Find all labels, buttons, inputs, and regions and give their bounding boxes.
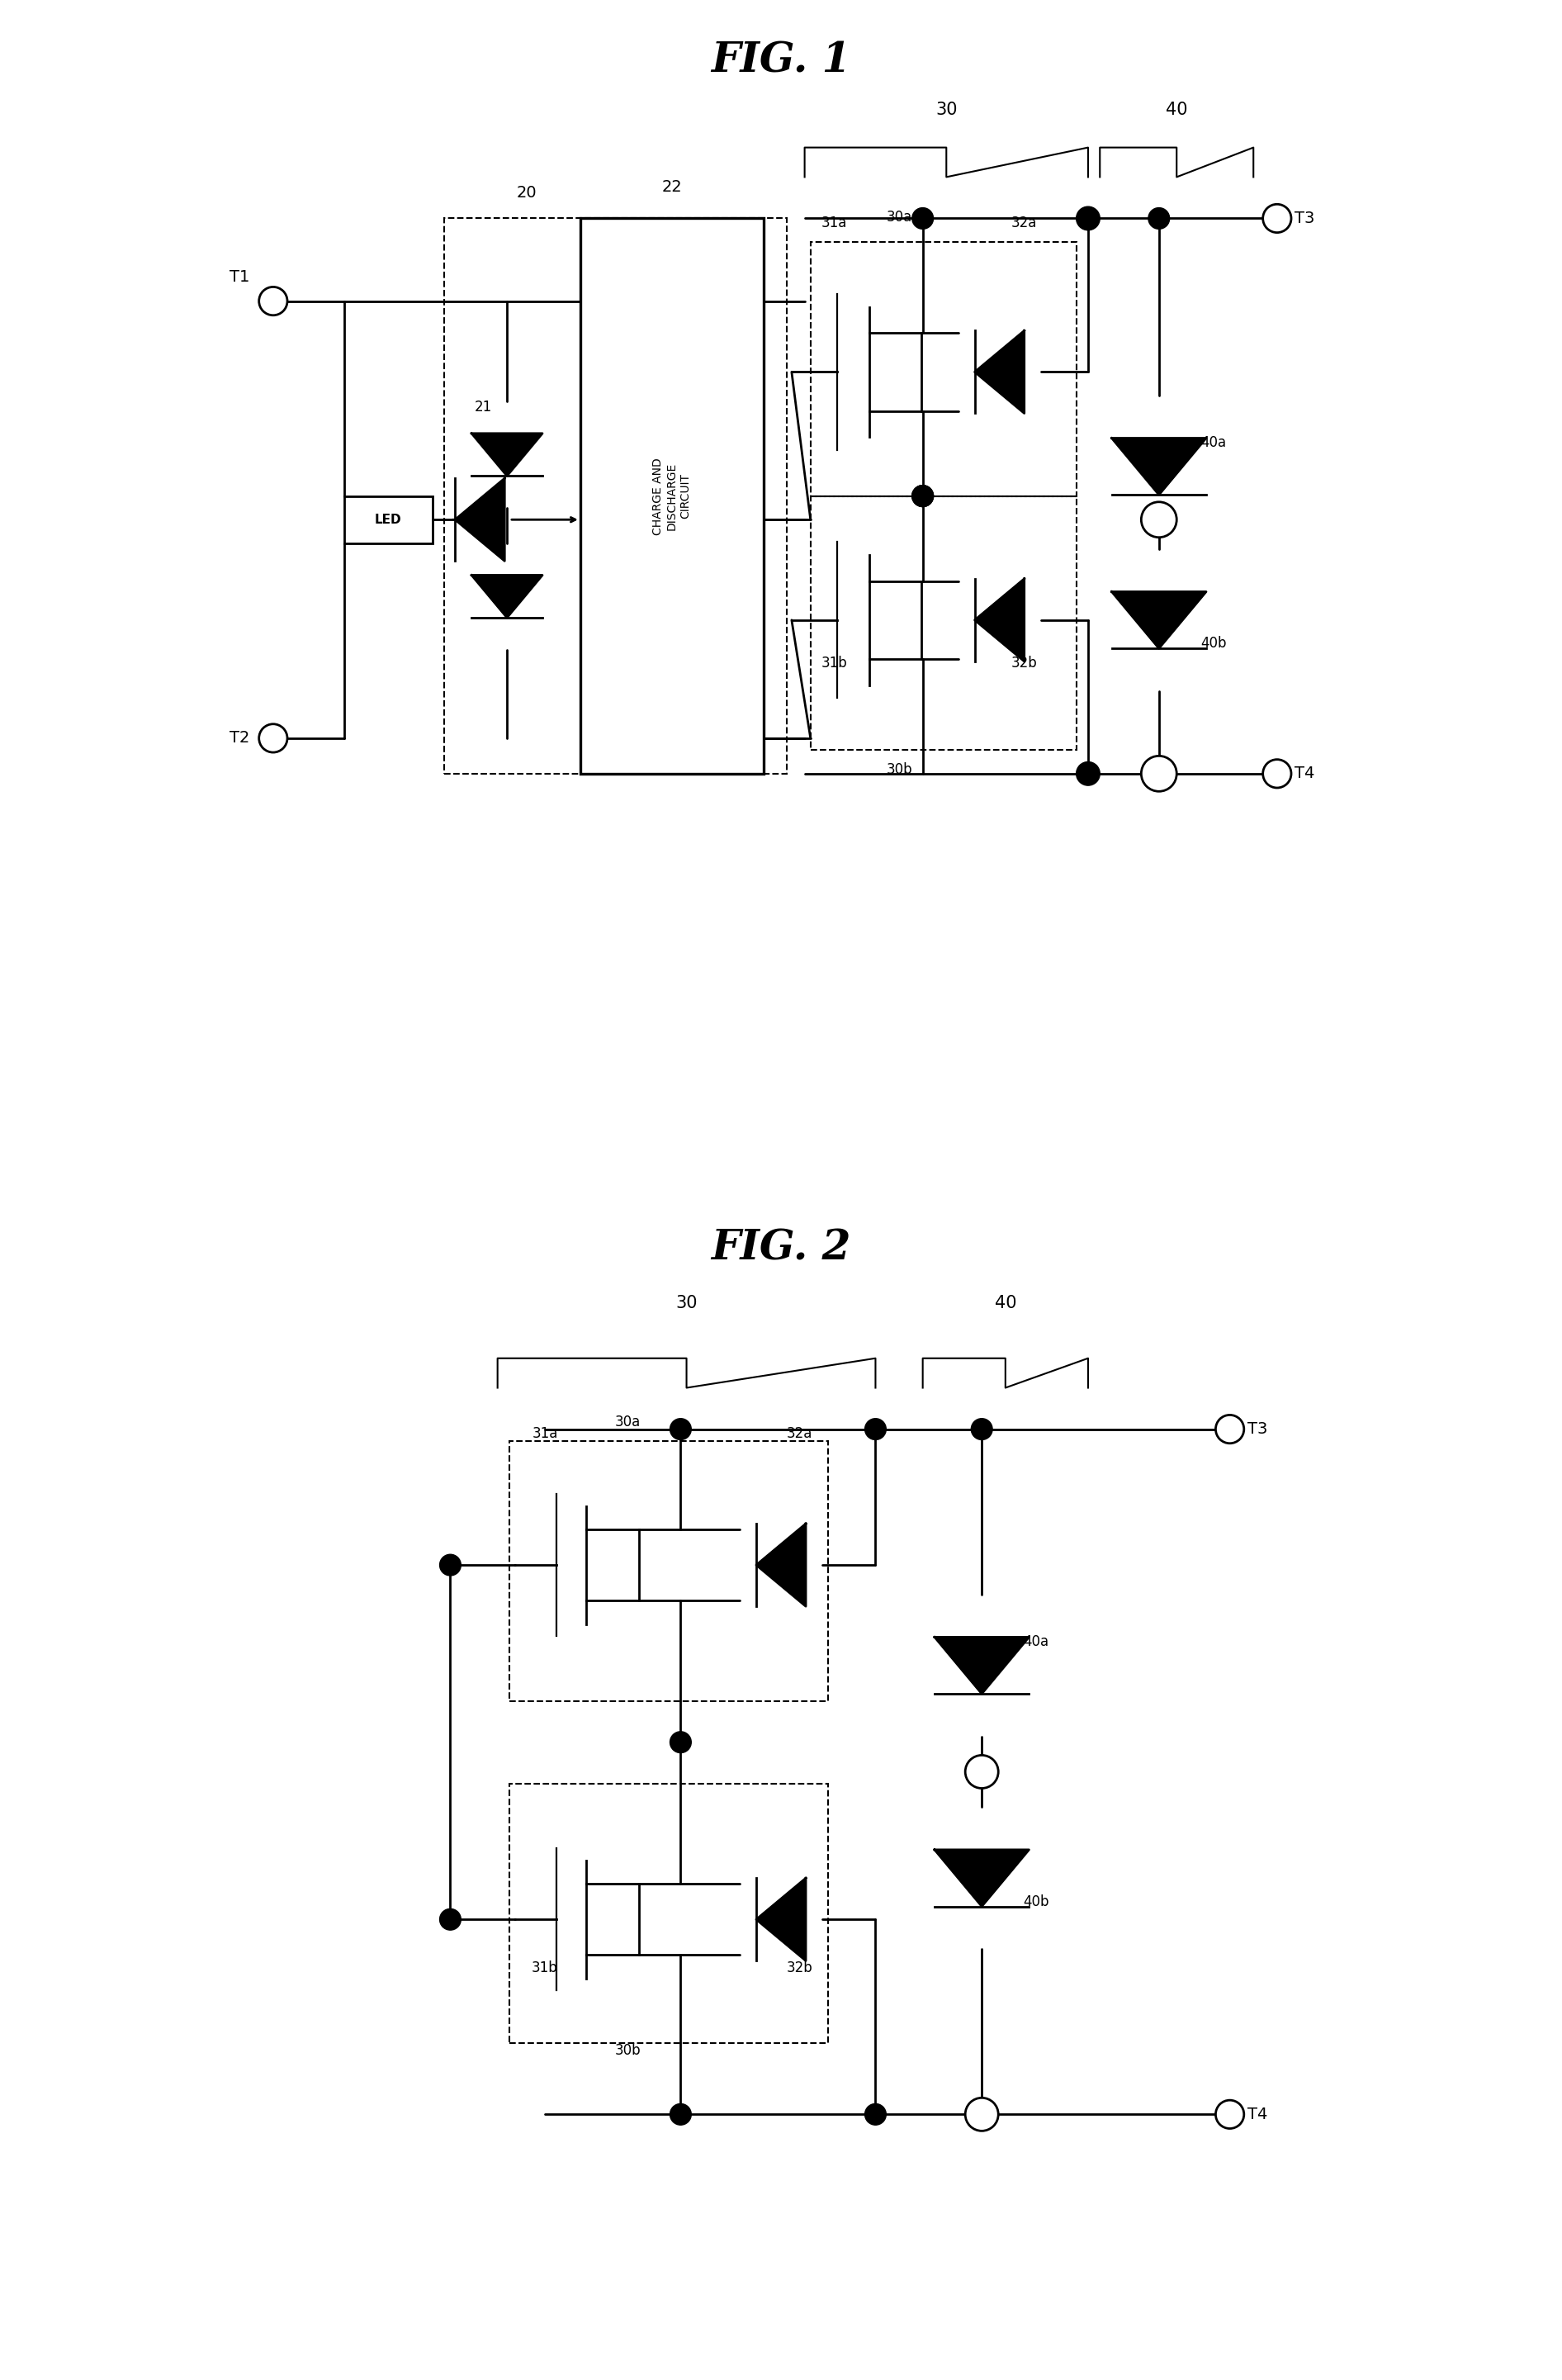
- Circle shape: [912, 486, 934, 507]
- Text: 30b: 30b: [886, 762, 912, 776]
- Polygon shape: [1112, 438, 1206, 495]
- Text: 30a: 30a: [886, 209, 912, 224]
- Circle shape: [1215, 1416, 1243, 1442]
- Bar: [509, 1440, 828, 1702]
- Bar: [344, 495, 433, 543]
- Circle shape: [1142, 502, 1176, 538]
- Text: 31a: 31a: [531, 1426, 558, 1440]
- Bar: [811, 243, 1076, 495]
- Circle shape: [439, 1909, 461, 1930]
- Text: 32a: 32a: [787, 1426, 812, 1440]
- Text: T4: T4: [1295, 766, 1315, 781]
- Text: 40a: 40a: [1200, 436, 1226, 450]
- Text: T4: T4: [1248, 2106, 1268, 2123]
- Circle shape: [259, 724, 287, 752]
- Circle shape: [912, 486, 934, 507]
- Polygon shape: [934, 1849, 1029, 1906]
- Circle shape: [670, 1733, 692, 1752]
- Text: 31b: 31b: [822, 654, 847, 671]
- Text: T1: T1: [230, 269, 250, 286]
- Circle shape: [965, 2097, 998, 2130]
- Polygon shape: [756, 1878, 806, 1961]
- Circle shape: [1148, 207, 1170, 228]
- Text: 32b: 32b: [787, 1961, 814, 1975]
- Bar: [509, 1783, 828, 2044]
- Circle shape: [1076, 207, 1100, 231]
- Text: 40a: 40a: [1023, 1635, 1048, 1649]
- Text: 32a: 32a: [1011, 214, 1037, 231]
- Text: FIG. 1: FIG. 1: [711, 40, 851, 81]
- Circle shape: [259, 288, 287, 314]
- Polygon shape: [975, 331, 1025, 414]
- Text: FIG. 2: FIG. 2: [711, 1228, 851, 1269]
- Text: 21: 21: [475, 400, 492, 414]
- Circle shape: [1262, 205, 1292, 233]
- Polygon shape: [472, 576, 542, 619]
- Polygon shape: [472, 433, 542, 476]
- Polygon shape: [455, 478, 505, 562]
- Circle shape: [912, 486, 934, 507]
- Circle shape: [1262, 759, 1292, 788]
- Text: 31b: 31b: [531, 1961, 558, 1975]
- Circle shape: [972, 2104, 992, 2125]
- Text: LED: LED: [375, 514, 401, 526]
- Text: 40b: 40b: [1023, 1894, 1050, 1909]
- Text: 30: 30: [936, 102, 958, 119]
- Circle shape: [1076, 762, 1100, 785]
- Polygon shape: [1112, 593, 1206, 647]
- Text: 31a: 31a: [822, 214, 847, 231]
- Text: 40: 40: [1165, 102, 1187, 119]
- Text: 30: 30: [676, 1295, 698, 1311]
- Text: T2: T2: [230, 731, 250, 745]
- Circle shape: [965, 1754, 998, 1787]
- Text: T3: T3: [1295, 209, 1315, 226]
- Bar: [445, 219, 787, 774]
- Circle shape: [972, 1418, 992, 1440]
- Circle shape: [670, 2104, 692, 2125]
- Text: CHARGE AND
DISCHARGE
CIRCUIT: CHARGE AND DISCHARGE CIRCUIT: [653, 457, 690, 536]
- Circle shape: [865, 1418, 886, 1440]
- Circle shape: [439, 1554, 461, 1576]
- Circle shape: [670, 1418, 692, 1440]
- Circle shape: [1215, 2099, 1243, 2128]
- Text: 32b: 32b: [1011, 654, 1037, 671]
- Polygon shape: [934, 1637, 1029, 1695]
- Text: 22: 22: [662, 178, 683, 195]
- Circle shape: [865, 2104, 886, 2125]
- Text: T3: T3: [1248, 1421, 1268, 1438]
- Polygon shape: [975, 578, 1025, 662]
- Text: 30b: 30b: [614, 2044, 640, 2059]
- Text: 20: 20: [517, 186, 537, 200]
- Bar: [580, 219, 764, 774]
- Bar: [811, 495, 1076, 750]
- Circle shape: [1142, 757, 1176, 793]
- Text: 30a: 30a: [614, 1414, 640, 1428]
- Polygon shape: [756, 1523, 806, 1606]
- Circle shape: [912, 207, 934, 228]
- Text: 40: 40: [995, 1295, 1017, 1311]
- Text: 40b: 40b: [1200, 635, 1226, 652]
